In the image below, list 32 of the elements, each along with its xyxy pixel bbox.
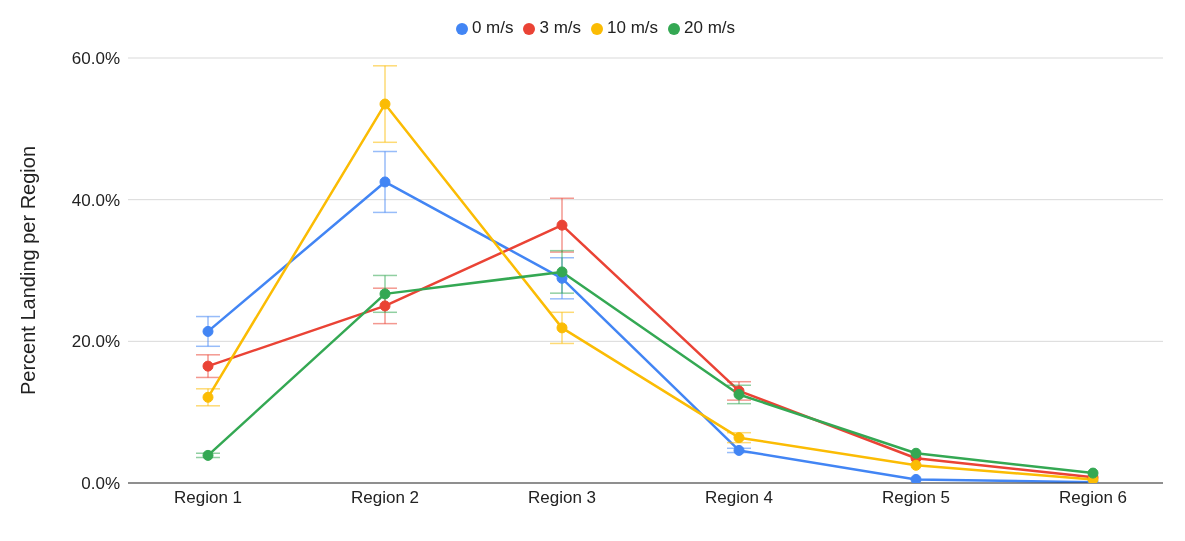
point [556,322,568,334]
x-tick-label: Region 2 [350,488,420,508]
x-tick-label: Region 3 [527,488,597,508]
y-tick-label: 20.0% [71,332,120,352]
point [733,432,745,444]
y-tick-label: 60.0% [71,49,120,69]
point [379,176,391,188]
x-tick-label: Region 4 [704,488,774,508]
point [202,449,214,461]
point [379,288,391,300]
point [202,360,214,372]
legend-label: 3 m/s [539,18,582,37]
legend-label: 20 m/s [684,18,736,37]
point [910,447,922,459]
point [556,266,568,278]
x-tick-label: Region 1 [173,488,243,508]
point [202,325,214,337]
x-tick-label: Region 6 [1058,488,1128,508]
x-tick-label: Region 5 [881,488,951,508]
point [556,219,568,231]
point [910,459,922,471]
point [379,300,391,312]
point [1087,467,1099,479]
y-tick-label: 0.0% [81,474,120,494]
legend-label: 0 m/s [471,18,514,37]
point [202,391,214,403]
point [379,98,391,110]
y-tick-label: 40.0% [71,190,120,210]
legend-label: 10 m/s [607,18,659,37]
point [733,444,745,456]
y-axis-title: Percent Landing per Region [17,145,40,396]
point [910,473,922,483]
